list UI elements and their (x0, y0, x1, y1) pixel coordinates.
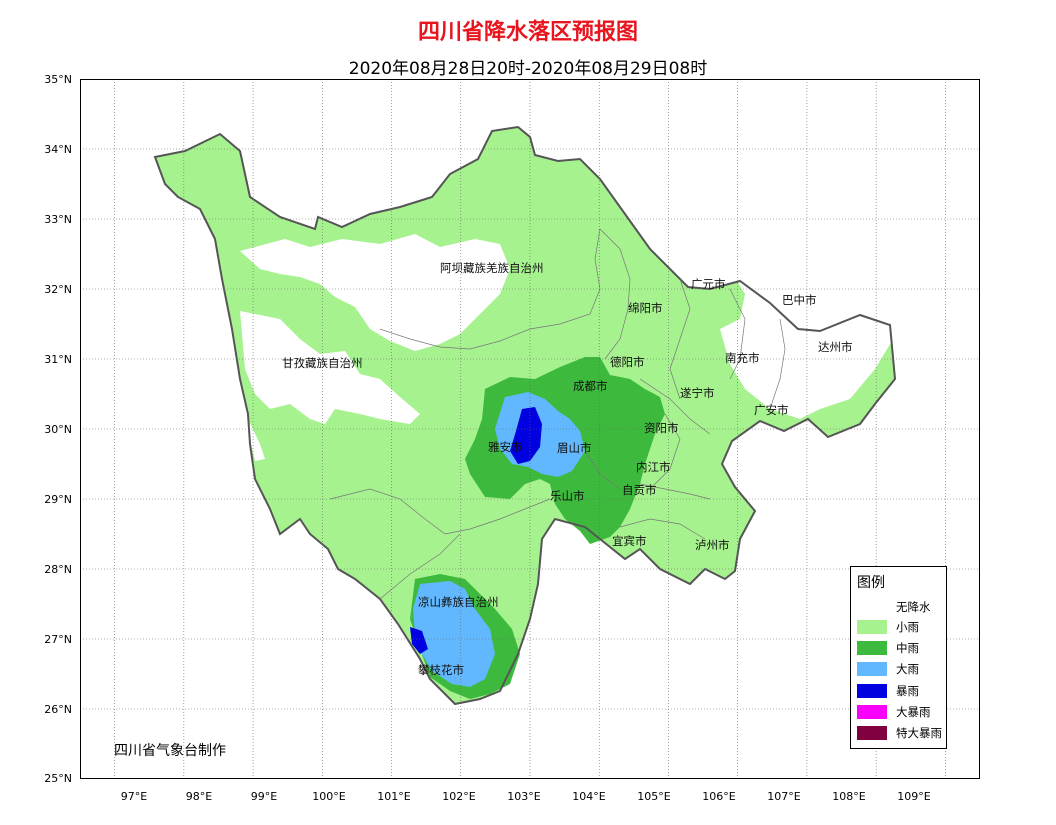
lon-tick-label: 104°E (572, 790, 606, 803)
lon-tick-label: 99°E (250, 790, 278, 803)
legend-label: 特大暴雨 (896, 726, 942, 740)
province-boundary (153, 125, 897, 706)
lat-tick-label: 33°N (44, 213, 72, 226)
legend-label: 小雨 (896, 620, 919, 634)
lat-tick-label: 35°N (44, 73, 72, 86)
region-label: 甘孜藏族自治州 (282, 356, 363, 370)
lon-tick-label: 102°E (442, 790, 476, 803)
lat-tick-label: 27°N (44, 633, 72, 646)
heavy-rain-area-south (413, 581, 495, 687)
legend-swatch (857, 662, 887, 676)
no-rain-area-north (240, 234, 510, 351)
city-boundaries (329, 228, 786, 600)
region-label: 巴中市 (782, 293, 817, 307)
region-label: 德阳市 (610, 355, 645, 369)
region-label: 眉山市 (557, 441, 592, 455)
map-title: 四川省降水落区预报图 (417, 20, 638, 45)
lat-tick-label: 30°N (44, 423, 72, 436)
region-label: 广安市 (754, 403, 789, 417)
region-label: 内江市 (636, 460, 671, 474)
lon-tick-label: 109°E (897, 790, 931, 803)
legend-label: 大雨 (896, 662, 919, 676)
lat-tick-label: 28°N (44, 563, 72, 576)
lat-tick-label: 31°N (44, 353, 72, 366)
region-label: 南充市 (725, 351, 760, 365)
no-rain-area-east (720, 229, 892, 419)
region-label: 达州市 (818, 340, 853, 354)
region-label: 泸州市 (695, 538, 730, 552)
legend-swatch (857, 684, 887, 698)
lon-tick-label: 105°E (637, 790, 671, 803)
region-label: 遂宁市 (680, 386, 715, 400)
graticule-grid (80, 79, 980, 779)
lat-tick-label: 25°N (44, 772, 72, 785)
no-rain-area-sw (248, 419, 265, 461)
region-label: 成都市 (573, 379, 608, 393)
rainstorm-area-south (410, 627, 428, 654)
lat-tick-label: 29°N (44, 493, 72, 506)
legend-swatch (857, 641, 887, 655)
region-label: 阿坝藏族羌族自治州 (440, 261, 544, 275)
legend-swatch (857, 726, 887, 740)
lon-tick-label: 106°E (702, 790, 736, 803)
region-label: 广元市 (691, 277, 726, 291)
rainstorm-area (510, 407, 542, 464)
legend-label: 中雨 (896, 641, 919, 655)
legend-label: 暴雨 (896, 684, 919, 698)
region-label: 凉山彝族自治州 (418, 595, 499, 609)
region-label: 资阳市 (644, 421, 679, 435)
legend: 图例 无降水 小雨 中雨 大雨 暴雨 大暴雨 特大暴雨 (850, 566, 947, 749)
lat-tick-label: 26°N (44, 703, 72, 716)
map-frame (80, 79, 980, 779)
lon-tick-label: 98°E (185, 790, 213, 803)
region-label: 绵阳市 (628, 301, 663, 315)
forecast-period: 2020年08月28日20时-2020年08月29日08时 (348, 59, 708, 79)
lat-tick-label: 32°N (44, 283, 72, 296)
legend-label: 无降水 (896, 600, 931, 614)
legend-swatch (857, 705, 887, 719)
lon-tick-label: 101°E (377, 790, 411, 803)
lon-tick-label: 103°E (507, 790, 541, 803)
lon-tick-label: 97°E (120, 790, 148, 803)
precipitation-map (80, 79, 980, 779)
region-label: 乐山市 (550, 489, 585, 503)
lon-tick-label: 100°E (312, 790, 346, 803)
producer-credit: 四川省气象台制作 (114, 743, 226, 759)
lon-tick-label: 108°E (832, 790, 866, 803)
legend-swatch (857, 600, 887, 614)
legend-label: 大暴雨 (896, 705, 931, 719)
region-label: 自贡市 (622, 483, 657, 497)
legend-title: 图例 (857, 575, 885, 591)
legend-swatch (857, 620, 887, 634)
region-label: 宜宾市 (612, 534, 647, 548)
lon-tick-label: 107°E (767, 790, 801, 803)
lat-tick-label: 34°N (44, 143, 72, 156)
no-rain-area-west (240, 311, 420, 424)
region-label: 攀枝花市 (418, 663, 464, 677)
region-label: 雅安市 (488, 440, 523, 454)
